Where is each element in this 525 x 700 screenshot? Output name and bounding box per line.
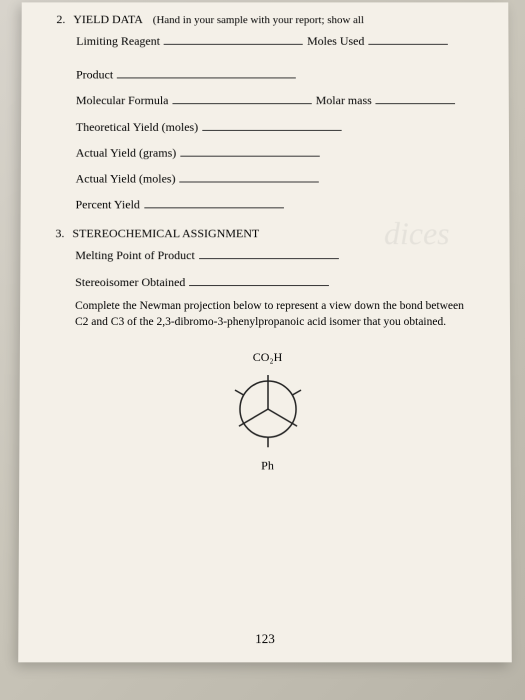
blank-theoretical[interactable] xyxy=(202,117,341,131)
row-melting-point: Melting Point of Product xyxy=(75,245,479,265)
label-moles-used: Moles Used xyxy=(307,32,364,51)
blank-actual-moles[interactable] xyxy=(179,169,319,183)
newman-top-label: CO₂H xyxy=(55,350,480,365)
row-percent-yield: Percent Yield xyxy=(75,195,479,215)
blank-product[interactable] xyxy=(117,65,296,79)
row-actual-moles: Actual Yield (moles) xyxy=(76,169,480,189)
newman-bond-front-right xyxy=(268,409,297,426)
blank-molar-mass[interactable] xyxy=(376,91,456,105)
label-actual-grams: Actual Yield (grams) xyxy=(76,144,177,163)
newman-svg xyxy=(227,369,307,449)
blank-melting[interactable] xyxy=(199,245,339,259)
section-2-title: YIELD DATA xyxy=(73,12,143,27)
label-molar-mass: Molar mass xyxy=(316,92,372,111)
blank-actual-grams[interactable] xyxy=(180,143,319,157)
blank-limiting[interactable] xyxy=(164,31,303,45)
newman-projection: CO₂H Ph xyxy=(54,350,480,473)
newman-bond-back-right xyxy=(292,390,301,395)
blank-percent[interactable] xyxy=(144,195,284,209)
section-2-number: 2. xyxy=(56,12,65,27)
section-3-number: 3. xyxy=(55,227,64,242)
label-percent: Percent Yield xyxy=(75,196,139,215)
row-theoretical: Theoretical Yield (moles) xyxy=(76,117,479,137)
newman-bottom-label: Ph xyxy=(54,458,480,473)
label-melting: Melting Point of Product xyxy=(75,246,195,265)
label-actual-moles: Actual Yield (moles) xyxy=(76,170,176,189)
row-limiting-reagent: Limiting Reagent Moles Used xyxy=(76,31,479,51)
blank-stereoisomer[interactable] xyxy=(189,272,329,286)
row-product: Product xyxy=(76,65,479,85)
row-molecular-formula: Molecular Formula Molar mass xyxy=(76,91,479,111)
label-limiting: Limiting Reagent xyxy=(76,32,160,51)
label-theoretical: Theoretical Yield (moles) xyxy=(76,118,198,137)
blank-moles-used[interactable] xyxy=(368,31,448,45)
newman-instructions: Complete the Newman projection below to … xyxy=(75,298,480,330)
section-3-header: 3. STEREOCHEMICAL ASSIGNMENT xyxy=(55,227,479,242)
label-stereoisomer: Stereoisomer Obtained xyxy=(75,273,185,292)
blank-molecular-formula[interactable] xyxy=(172,91,311,105)
label-product: Product xyxy=(76,66,113,85)
label-molecular-formula: Molecular Formula xyxy=(76,92,169,111)
row-actual-grams: Actual Yield (grams) xyxy=(76,143,480,163)
worksheet-page: 2. YIELD DATA (Hand in your sample with … xyxy=(18,2,512,662)
newman-bond-back-left xyxy=(234,390,243,395)
section-3-title: STEREOCHEMICAL ASSIGNMENT xyxy=(72,227,259,242)
section-2-header: 2. YIELD DATA (Hand in your sample with … xyxy=(56,12,478,27)
newman-bond-front-left xyxy=(238,409,267,426)
row-stereoisomer: Stereoisomer Obtained xyxy=(75,272,480,292)
section-2-note: (Hand in your sample with your report; s… xyxy=(153,14,364,26)
page-number: 123 xyxy=(255,631,275,647)
